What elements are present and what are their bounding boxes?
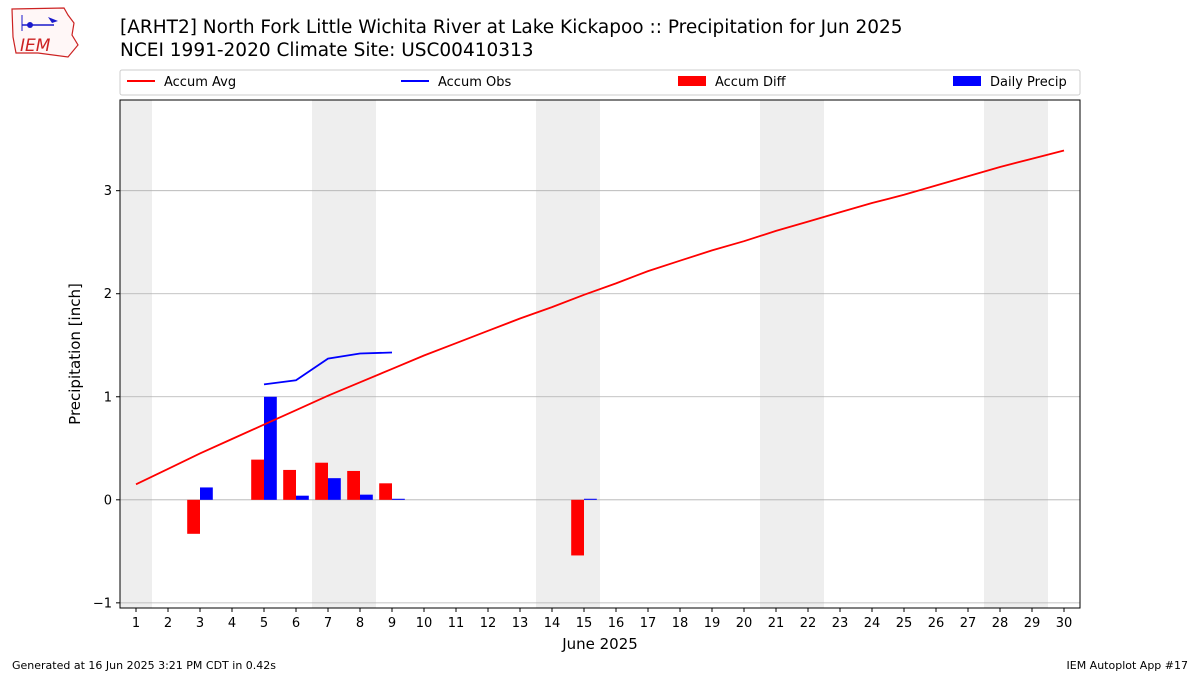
accum-avg-line [135, 149, 1065, 486]
daily-precip-bar [392, 498, 405, 500]
x-tick-label: 3 [196, 616, 204, 631]
y-tick-label: 3 [104, 184, 112, 199]
weekend-band [760, 100, 824, 608]
x-tick-label: 21 [768, 616, 785, 631]
accum-diff-bar [251, 459, 264, 500]
accum-diff-bar [571, 499, 584, 556]
x-tick-label: 7 [324, 616, 332, 631]
daily-precip-bar [584, 498, 597, 500]
legend-label: Accum Diff [715, 75, 787, 90]
bar-series [187, 396, 597, 556]
x-tick-label: 10 [416, 616, 433, 631]
daily-precip-bar [328, 478, 341, 500]
x-tick-label: 30 [1056, 616, 1073, 631]
x-tick-label: 12 [480, 616, 497, 631]
x-axis-label: June 2025 [561, 635, 638, 653]
legend: Accum Avg Accum Obs Accum Diff Daily Precip [119, 69, 1081, 96]
plot-frame [119, 99, 1081, 609]
y-tick-label: −1 [93, 596, 112, 611]
accum-diff-bar [283, 469, 296, 500]
x-tick-label: 18 [672, 616, 689, 631]
legend-label: Daily Precip [990, 75, 1067, 90]
accum-diff-bar [379, 483, 392, 500]
daily-precip-bar [200, 487, 213, 500]
app-id-label: IEM Autoplot App #17 [1066, 659, 1189, 672]
legend-swatch [678, 76, 706, 86]
x-tick-label: 17 [640, 616, 657, 631]
y-tick-label: 1 [104, 390, 112, 405]
x-tick-label: 15 [576, 616, 593, 631]
x-tick-label: 2 [164, 616, 172, 631]
x-tick-label: 16 [608, 616, 625, 631]
x-tick-label: 22 [800, 616, 817, 631]
accum-diff-bar [347, 470, 360, 500]
legend-label: Accum Obs [438, 75, 511, 90]
weekend-band [120, 100, 152, 608]
legend-swatch [953, 76, 981, 86]
generated-timestamp: Generated at 16 Jun 2025 3:21 PM CDT in … [12, 659, 277, 672]
daily-precip-bar [360, 494, 373, 500]
x-tick-label: 29 [1024, 616, 1041, 631]
x-tick-label: 20 [736, 616, 753, 631]
x-tick-label: 5 [260, 616, 268, 631]
logo-text: IEM [20, 36, 51, 56]
x-tick-label: 6 [292, 616, 300, 631]
x-tick-label: 25 [896, 616, 913, 631]
line-series [135, 149, 1065, 486]
x-tick-label: 1 [132, 616, 140, 631]
x-tick-label: 11 [448, 616, 465, 631]
x-tick-label: 9 [388, 616, 396, 631]
y-tick-label: 0 [104, 493, 112, 508]
daily-precip-bar [296, 495, 309, 500]
weekend-band [536, 100, 600, 608]
daily-precip-bar [264, 396, 277, 500]
x-tick-label: 4 [228, 616, 236, 631]
y-axis-label: Precipitation [inch] [66, 283, 84, 425]
legend-box [119, 69, 1081, 96]
x-tick-label: 26 [928, 616, 945, 631]
x-tick-label: 24 [864, 616, 881, 631]
accum-diff-bar [187, 499, 200, 534]
weekend-band [984, 100, 1048, 608]
x-tick-label: 14 [544, 616, 561, 631]
y-axis: −1 0 1 2 3 [93, 184, 120, 611]
weekend-bands [120, 100, 1048, 608]
x-tick-label: 13 [512, 616, 529, 631]
x-tick-label: 27 [960, 616, 977, 631]
legend-label: Accum Avg [164, 75, 236, 90]
x-tick-label: 28 [992, 616, 1009, 631]
x-tick-label: 23 [832, 616, 849, 631]
chart-title: [ARHT2] North Fork Little Wichita River … [120, 17, 903, 38]
x-tick-label: 8 [356, 616, 364, 631]
y-tick-label: 2 [104, 287, 112, 302]
x-axis: 1 2 3 4 5 6 7 8 9 10 11 12 13 14 15 16 17 18 19 20 21 22 23 24 2… [132, 608, 1072, 631]
x-tick-label: 19 [704, 616, 721, 631]
iem-logo: IEM [8, 5, 82, 61]
chart-subtitle: NCEI 1991-2020 Climate Site: USC00410313 [120, 40, 534, 61]
accum-obs-line [263, 351, 393, 386]
accum-diff-bar [315, 462, 328, 500]
